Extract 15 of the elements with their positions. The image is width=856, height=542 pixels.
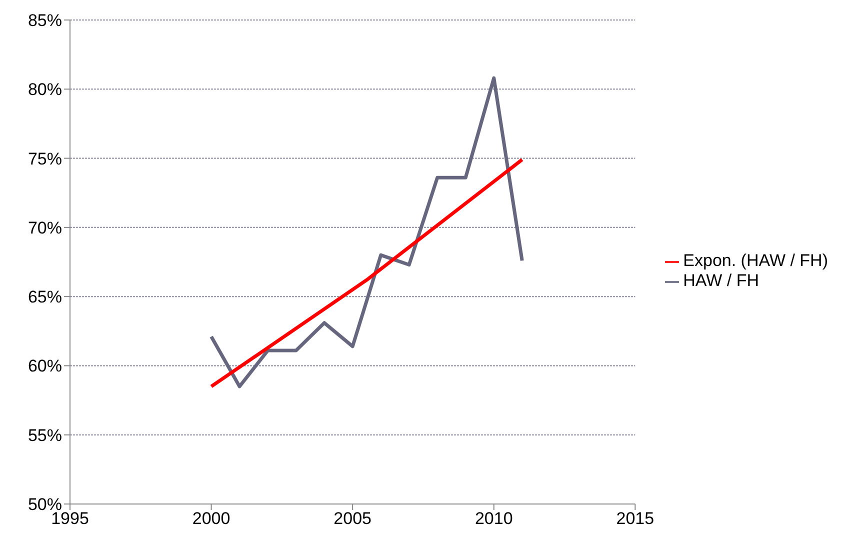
line-series	[210, 76, 524, 388]
x-tick-label: 2015	[616, 509, 654, 528]
y-tick-label: 75%	[28, 149, 62, 168]
x-tick-label: 2010	[474, 509, 513, 528]
x-tick-label: 2000	[192, 509, 230, 528]
x-tick-label: 1995	[51, 509, 89, 528]
y-tick-label: 85%	[28, 11, 62, 30]
x-tick-label: 2005	[334, 509, 372, 528]
y-tick-label: 65%	[28, 288, 62, 307]
y-tick-label: 55%	[28, 426, 62, 445]
y-tick-label: 60%	[28, 356, 62, 376]
y-tick-label: 80%	[28, 80, 62, 100]
legend-label: Expon. (HAW / FH)	[683, 251, 828, 270]
legend-label: HAW / FH	[683, 271, 760, 290]
y-tick-label: 70%	[28, 218, 62, 238]
